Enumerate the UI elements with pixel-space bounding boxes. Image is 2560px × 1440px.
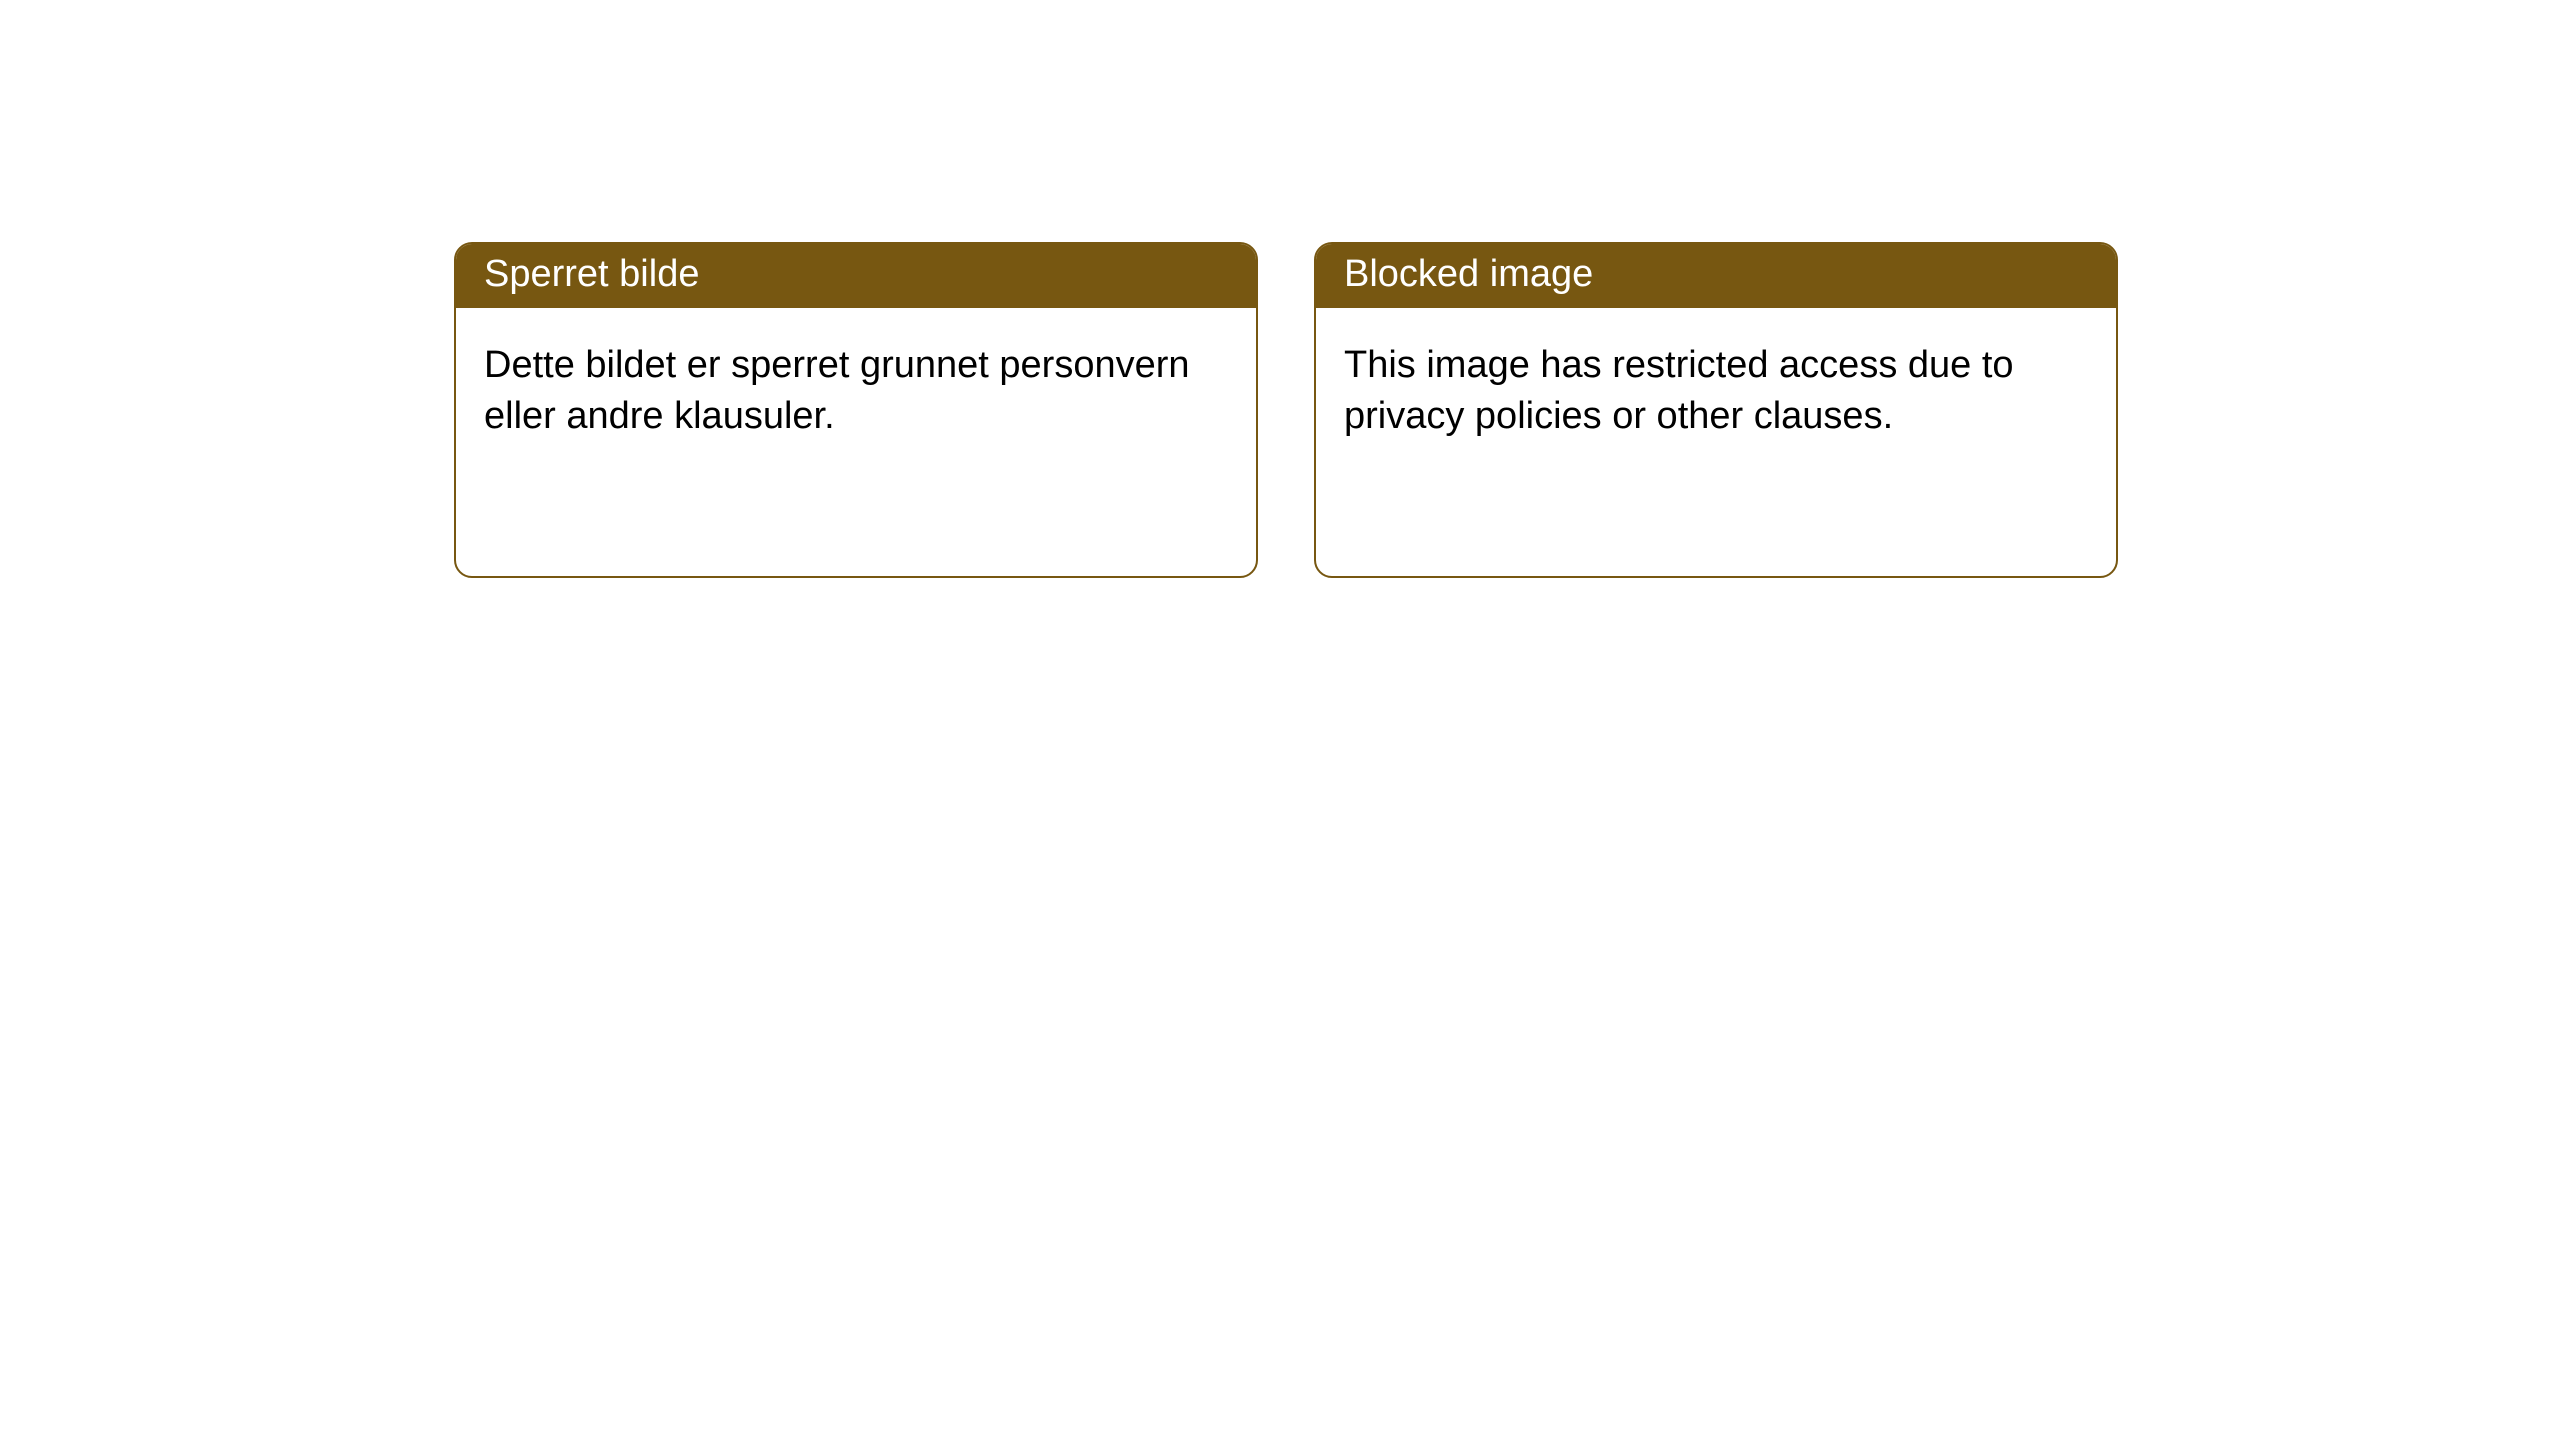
card-title-english: Blocked image xyxy=(1316,244,2116,308)
card-title-norwegian: Sperret bilde xyxy=(456,244,1256,308)
blocked-image-card-norwegian: Sperret bilde Dette bildet er sperret gr… xyxy=(454,242,1258,578)
blocked-image-card-english: Blocked image This image has restricted … xyxy=(1314,242,2118,578)
notice-container: Sperret bilde Dette bildet er sperret gr… xyxy=(0,0,2560,578)
card-body-norwegian: Dette bildet er sperret grunnet personve… xyxy=(456,308,1256,475)
card-body-english: This image has restricted access due to … xyxy=(1316,308,2116,475)
